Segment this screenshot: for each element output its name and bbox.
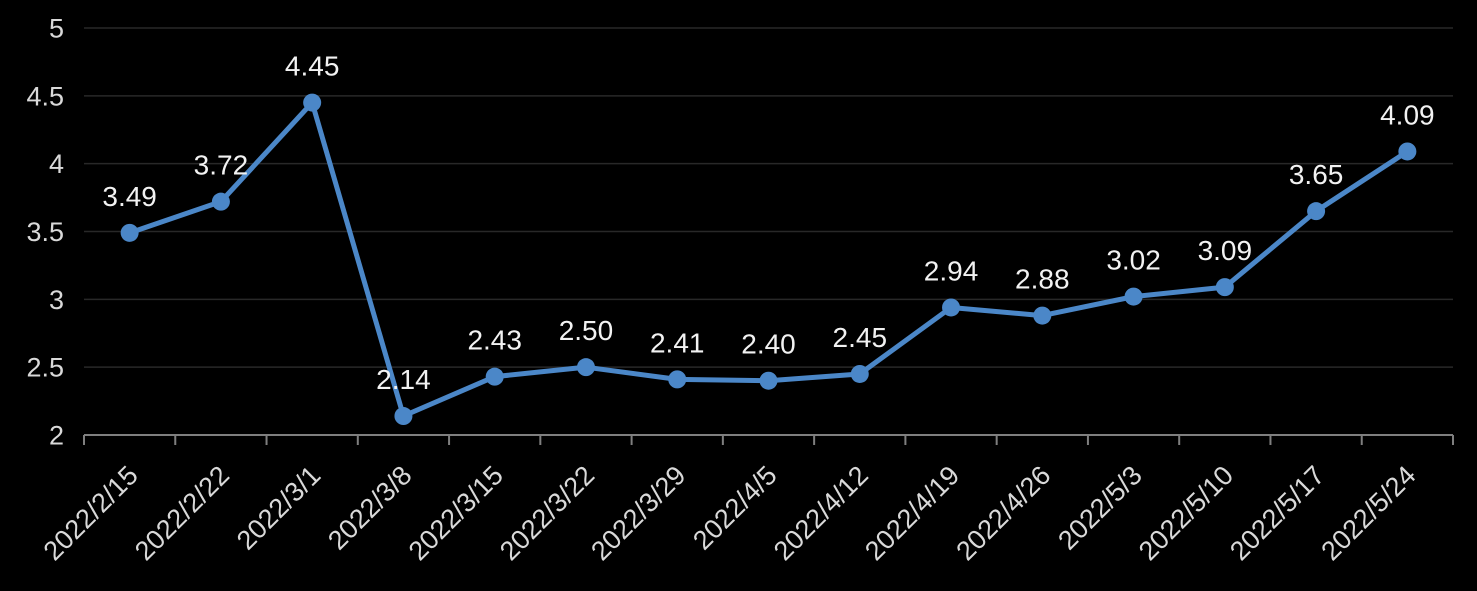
data-label: 2.41 (650, 327, 705, 358)
x-axis-tick-label: 2022/3/8 (322, 460, 418, 556)
data-point-marker[interactable] (1124, 287, 1143, 306)
x-axis-tick-label: 2022/2/22 (129, 460, 235, 566)
data-point-marker[interactable] (120, 223, 139, 242)
x-axis-tick-label: 2022/3/15 (403, 460, 509, 566)
data-point-marker[interactable] (1215, 278, 1234, 297)
y-axis-tick-label: 4.5 (26, 81, 64, 111)
data-point-marker[interactable] (303, 93, 322, 112)
data-label: 4.45 (285, 51, 340, 82)
data-point-marker[interactable] (668, 370, 687, 389)
data-label: 2.40 (741, 329, 796, 360)
data-label: 2.43 (467, 325, 522, 356)
data-point-marker[interactable] (850, 364, 869, 383)
y-axis-tick-label: 2.5 (26, 353, 64, 383)
y-axis-tick-label: 5 (49, 14, 64, 44)
data-label: 2.94 (924, 255, 979, 286)
x-axis-tick-label: 2022/5/3 (1052, 460, 1148, 556)
x-axis-tick-label: 2022/5/24 (1315, 460, 1421, 566)
data-point-marker[interactable] (1398, 142, 1417, 161)
data-label: 2.45 (833, 322, 888, 353)
x-axis-tick-label: 2022/3/29 (585, 460, 691, 566)
y-axis-tick-label: 3.5 (26, 217, 64, 247)
data-point-marker[interactable] (576, 358, 595, 377)
data-label: 3.49 (102, 181, 157, 212)
x-axis-tick-label: 2022/3/22 (494, 460, 600, 566)
x-axis-tick-label: 2022/4/19 (859, 460, 965, 566)
data-label: 3.02 (1106, 245, 1161, 276)
data-point-marker[interactable] (394, 407, 413, 426)
data-label: 2.88 (1015, 264, 1070, 295)
x-axis-tick-label: 2022/5/17 (1224, 460, 1330, 566)
x-axis-tick-label: 2022/4/5 (687, 460, 783, 556)
data-point-marker[interactable] (1307, 202, 1326, 221)
y-axis-tick-label: 4 (49, 149, 64, 179)
y-axis-tick-label: 2 (49, 421, 64, 451)
data-label: 3.72 (194, 150, 249, 181)
data-label: 3.09 (1198, 235, 1253, 266)
data-point-marker[interactable] (1033, 306, 1052, 325)
y-axis-tick-label: 3 (49, 285, 64, 315)
x-axis-tick-label: 2022/2/15 (38, 460, 144, 566)
x-axis-tick-label: 2022/4/12 (768, 460, 874, 566)
x-axis-tick-label: 2022/5/10 (1133, 460, 1239, 566)
x-axis-tick-label: 2022/4/26 (950, 460, 1056, 566)
data-label: 2.14 (376, 364, 431, 395)
data-label: 2.50 (559, 315, 614, 346)
data-label: 4.09 (1380, 99, 1435, 130)
data-point-marker[interactable] (942, 298, 961, 317)
data-label: 3.65 (1289, 159, 1344, 190)
data-point-marker[interactable] (485, 367, 504, 386)
x-axis-tick-label: 2022/3/1 (231, 460, 327, 556)
data-point-marker[interactable] (759, 371, 778, 390)
data-point-marker[interactable] (211, 192, 230, 211)
